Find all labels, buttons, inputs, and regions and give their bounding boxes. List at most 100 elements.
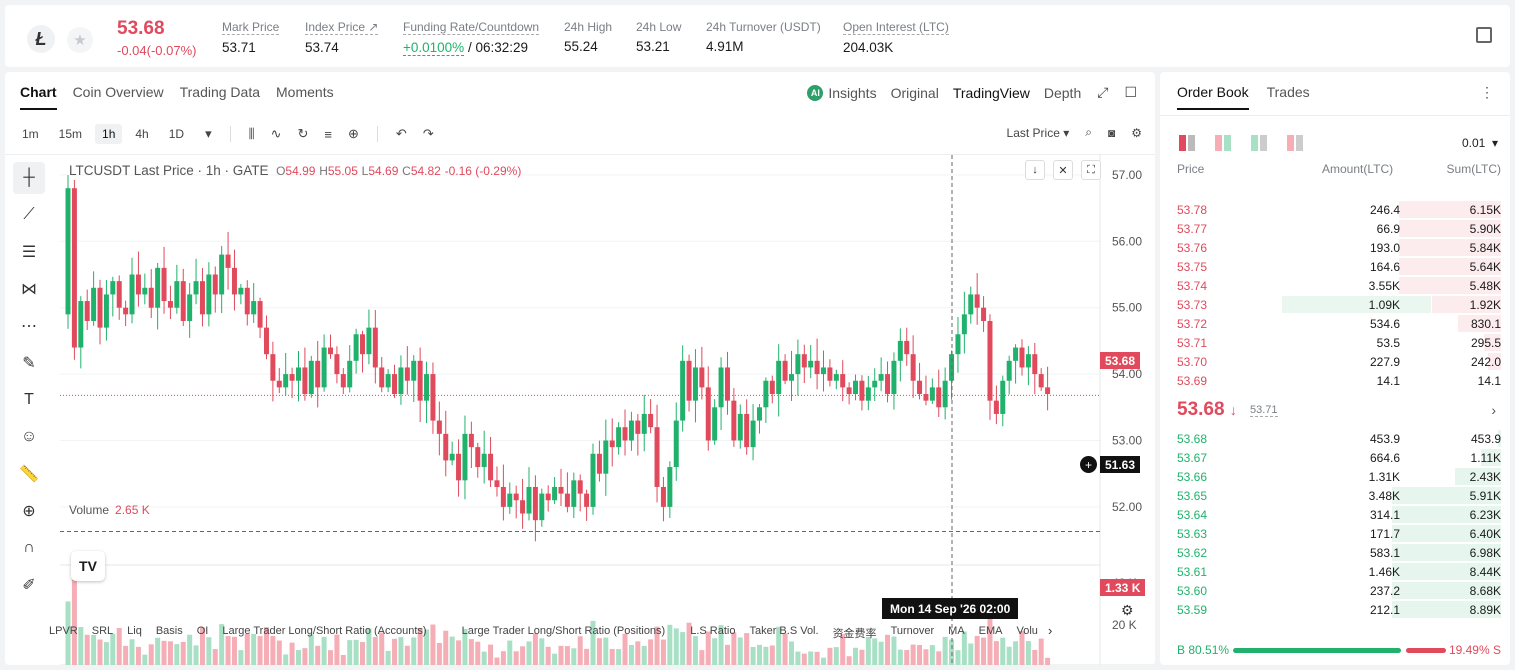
- templates-icon[interactable]: ≡: [324, 126, 332, 142]
- candle-body: [308, 360, 314, 395]
- ask-amount: 1.09K: [1368, 298, 1400, 312]
- bid-row[interactable]: 53.61 1.46K 8.44K: [1160, 562, 1510, 581]
- ask-row[interactable]: 53.75 164.6 5.64K: [1160, 257, 1510, 276]
- bid-row[interactable]: 53.67 664.6 1.11K: [1160, 448, 1510, 467]
- tab-moments[interactable]: Moments: [276, 84, 334, 100]
- bid-row[interactable]: 53.64 314.1 6.23K: [1160, 505, 1510, 524]
- undo-icon[interactable]: ↶: [395, 126, 407, 141]
- mode-split-icon[interactable]: [1215, 135, 1231, 151]
- bid-row[interactable]: 53.59 212.1 8.89K: [1160, 600, 1510, 619]
- tab-trading-data[interactable]: Trading Data: [179, 84, 261, 100]
- ask-row[interactable]: 53.77 66.9 5.90K: [1160, 219, 1510, 238]
- scale-settings-icon[interactable]: ⚙: [1121, 602, 1134, 618]
- timeframe-1d[interactable]: 1D: [168, 127, 185, 141]
- timeframe-1h[interactable]: 1h: [95, 124, 123, 144]
- arrow-down-icon[interactable]: ↓: [1025, 160, 1045, 180]
- mode-bids-icon[interactable]: [1251, 135, 1267, 151]
- book-icon[interactable]: [1476, 27, 1492, 43]
- volume-bar: [276, 640, 282, 665]
- indicators-icon[interactable]: ∿: [270, 126, 282, 141]
- pattern-icon[interactable]: ⋈: [21, 281, 37, 298]
- tradingview-logo-icon[interactable]: TV: [71, 551, 105, 581]
- view-depth[interactable]: Depth: [1043, 84, 1082, 101]
- bid-row[interactable]: 53.63 171.7 6.40K: [1160, 524, 1510, 543]
- chevron-right-icon[interactable]: ›: [1491, 402, 1496, 418]
- prediction-icon[interactable]: ⋯: [21, 318, 37, 335]
- collapse-icon[interactable]: ✕: [1053, 160, 1073, 180]
- indicator-lt-positions[interactable]: Large Trader Long/Short Ratio (Positions…: [461, 625, 666, 637]
- indicator-lpvr[interactable]: LPVR: [49, 625, 78, 637]
- tab-coin-overview[interactable]: Coin Overview: [72, 84, 164, 100]
- indicator-liq[interactable]: Liq: [127, 625, 142, 637]
- ask-row[interactable]: 53.73 1.09K 1.92K: [1160, 295, 1510, 314]
- view-insights[interactable]: Insights: [828, 84, 877, 101]
- crosshair-icon[interactable]: ┼: [13, 162, 45, 194]
- volume-bar: [654, 626, 660, 665]
- indicator-ema[interactable]: EMA: [978, 625, 1003, 637]
- tab-trades[interactable]: Trades: [1266, 84, 1310, 100]
- bid-row[interactable]: 53.62 583.1 6.98K: [1160, 543, 1510, 562]
- maximize-icon[interactable]: ⛶: [1081, 160, 1101, 180]
- candle-body: [584, 493, 590, 507]
- candle-body: [788, 374, 794, 381]
- indicator-taker-vol[interactable]: Taker B.S Vol.: [749, 625, 819, 637]
- chevron-down-icon[interactable]: ▾: [205, 126, 212, 141]
- ask-row[interactable]: 53.69 14.1 14.1: [1160, 371, 1510, 390]
- indicator-srl[interactable]: SRL: [91, 625, 114, 637]
- mode-both-icon[interactable]: [1179, 135, 1195, 151]
- fib-icon[interactable]: ☰: [21, 244, 37, 261]
- more-icon[interactable]: ⋮: [1480, 84, 1494, 100]
- emoji-icon[interactable]: ☺: [20, 428, 38, 445]
- candles-icon[interactable]: ⫼: [248, 126, 255, 141]
- expand-icon[interactable]: ⤢: [1097, 84, 1109, 100]
- redo-icon[interactable]: ↷: [422, 126, 434, 141]
- price-source-select[interactable]: Last Price ▾: [1006, 125, 1070, 140]
- star-icon[interactable]: ★: [67, 27, 93, 53]
- indicator-funding[interactable]: 资金费率: [832, 628, 877, 640]
- ask-row[interactable]: 53.78 246.4 6.15K: [1160, 200, 1510, 219]
- ask-row[interactable]: 53.70 227.9 242.0: [1160, 352, 1510, 371]
- mode-asks-icon[interactable]: [1287, 135, 1303, 151]
- pencil-lock-icon[interactable]: ✐: [22, 577, 36, 594]
- bid-row[interactable]: 53.66 1.31K 2.43K: [1160, 467, 1510, 486]
- stat-index-price[interactable]: Index Price ↗ 53.74: [305, 20, 379, 55]
- zoom-icon[interactable]: ⊕: [22, 503, 36, 520]
- indicator-volu[interactable]: Volu: [1016, 625, 1038, 637]
- chevron-right-icon[interactable]: ›: [1048, 623, 1053, 638]
- precision-select[interactable]: 0.01 ▾: [1461, 136, 1498, 150]
- tab-order-book[interactable]: Order Book: [1177, 84, 1249, 110]
- view-original[interactable]: Original: [890, 84, 939, 101]
- indicator-ma[interactable]: MA: [948, 625, 965, 637]
- timeframe-15m[interactable]: 15m: [58, 127, 83, 141]
- add-alert-icon[interactable]: ⊕: [348, 126, 359, 141]
- ask-row[interactable]: 53.74 3.55K 5.48K: [1160, 276, 1510, 295]
- indicator-basis[interactable]: Basis: [155, 625, 183, 637]
- window-icon[interactable]: ☐: [1124, 84, 1137, 100]
- bid-row[interactable]: 53.60 237.2 8.68K: [1160, 581, 1510, 600]
- ruler-icon[interactable]: 📏: [19, 466, 39, 483]
- ask-row[interactable]: 53.72 534.6 830.1: [1160, 314, 1510, 333]
- magnet-icon[interactable]: ∩: [23, 539, 35, 556]
- text-icon[interactable]: T: [24, 391, 34, 408]
- timeframe-1m[interactable]: 1m: [22, 127, 39, 141]
- camera-icon[interactable]: ◙: [1107, 125, 1116, 140]
- candle-body: [968, 294, 974, 315]
- view-tradingview[interactable]: TradingView: [952, 84, 1030, 101]
- indicator-lt-accounts[interactable]: Large Trader Long/Short Ratio (Accounts): [222, 625, 427, 637]
- indicator-oi[interactable]: OI: [196, 625, 209, 637]
- indicator-turnover[interactable]: Turnover: [890, 625, 935, 637]
- bid-row[interactable]: 53.65 3.48K 5.91K: [1160, 486, 1510, 505]
- bid-row[interactable]: 53.68 453.9 453.9: [1160, 429, 1510, 448]
- replay-icon[interactable]: ↻: [297, 126, 309, 141]
- tab-chart[interactable]: Chart: [20, 84, 57, 110]
- add-order-icon[interactable]: +: [1080, 456, 1097, 473]
- trendline-icon[interactable]: ⟋: [23, 206, 35, 223]
- ask-row[interactable]: 53.76 193.0 5.84K: [1160, 238, 1510, 257]
- timeframe-4h[interactable]: 4h: [135, 127, 149, 141]
- brush-icon[interactable]: ✎: [22, 355, 36, 372]
- ask-row[interactable]: 53.71 53.5 295.5: [1160, 333, 1510, 352]
- indicator-ls-ratio[interactable]: L.S Ratio: [690, 625, 736, 637]
- gear-icon[interactable]: ⚙: [1131, 125, 1142, 140]
- search-icon[interactable]: ⌕: [1085, 125, 1092, 139]
